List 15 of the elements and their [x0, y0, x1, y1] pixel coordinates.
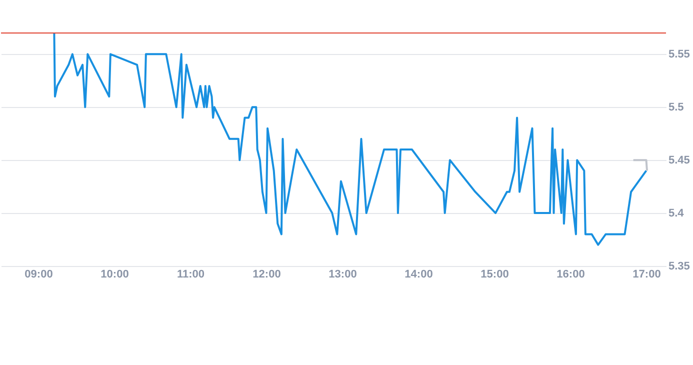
x-tick-label: 16:00 — [556, 268, 585, 280]
y-tick-label: 5.45 — [668, 154, 690, 167]
x-tick-label: 11:00 — [176, 268, 205, 280]
y-tick-label: 5.35 — [668, 260, 690, 272]
x-tick-label: 15:00 — [480, 268, 509, 280]
x-tick-label: 09:00 — [24, 268, 53, 280]
y-tick-label: 5.55 — [668, 48, 690, 61]
y-tick-label: 5.4 — [668, 208, 685, 220]
x-tick-label: 10:00 — [100, 268, 129, 280]
x-tick-label: 17:00 — [632, 268, 661, 280]
y-tick-label: 5.5 — [668, 102, 684, 114]
x-tick-label: 14:00 — [404, 268, 433, 280]
x-tick-label: 13:00 — [328, 268, 357, 280]
x-tick-label: 12:00 — [252, 268, 281, 280]
line-series — [53, 33, 648, 246]
